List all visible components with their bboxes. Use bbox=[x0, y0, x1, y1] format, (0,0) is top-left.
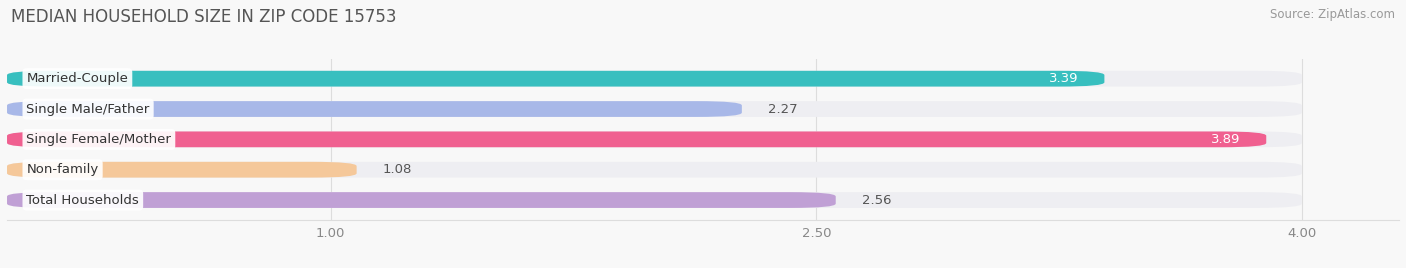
Text: Total Households: Total Households bbox=[27, 193, 139, 207]
Text: 2.56: 2.56 bbox=[862, 193, 891, 207]
FancyBboxPatch shape bbox=[7, 192, 835, 208]
Text: 3.89: 3.89 bbox=[1211, 133, 1240, 146]
FancyBboxPatch shape bbox=[7, 71, 1104, 87]
FancyBboxPatch shape bbox=[7, 162, 357, 178]
Text: 3.39: 3.39 bbox=[1049, 72, 1078, 85]
FancyBboxPatch shape bbox=[7, 71, 1302, 87]
FancyBboxPatch shape bbox=[7, 132, 1267, 147]
Text: 2.27: 2.27 bbox=[768, 103, 797, 116]
Text: Single Female/Mother: Single Female/Mother bbox=[27, 133, 172, 146]
FancyBboxPatch shape bbox=[7, 192, 1302, 208]
Text: 1.08: 1.08 bbox=[382, 163, 412, 176]
Text: MEDIAN HOUSEHOLD SIZE IN ZIP CODE 15753: MEDIAN HOUSEHOLD SIZE IN ZIP CODE 15753 bbox=[11, 8, 396, 26]
FancyBboxPatch shape bbox=[7, 162, 1302, 178]
FancyBboxPatch shape bbox=[7, 101, 1302, 117]
FancyBboxPatch shape bbox=[7, 132, 1302, 147]
Text: Source: ZipAtlas.com: Source: ZipAtlas.com bbox=[1270, 8, 1395, 21]
FancyBboxPatch shape bbox=[7, 101, 742, 117]
Text: Married-Couple: Married-Couple bbox=[27, 72, 128, 85]
Text: Single Male/Father: Single Male/Father bbox=[27, 103, 149, 116]
Text: Non-family: Non-family bbox=[27, 163, 98, 176]
